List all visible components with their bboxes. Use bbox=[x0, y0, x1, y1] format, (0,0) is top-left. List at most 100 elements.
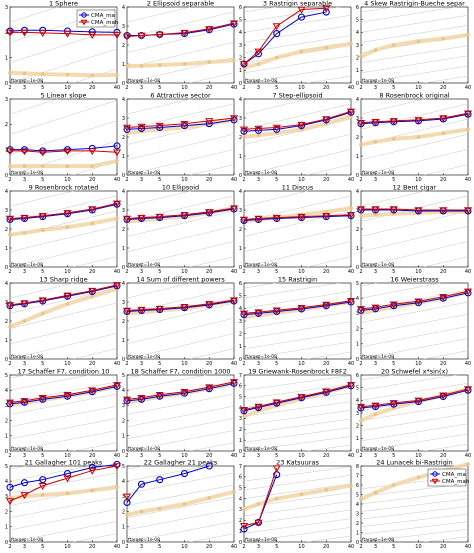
series-2-point bbox=[139, 509, 144, 514]
y-tick-label: 1 bbox=[5, 55, 8, 61]
y-tick-label: 7 bbox=[356, 473, 359, 479]
y-tick-label: 0 bbox=[122, 81, 125, 87]
series-CMA_mah-point bbox=[322, 5, 331, 13]
y-tick-label: 1 bbox=[356, 68, 359, 74]
y-tick-label: 3 bbox=[5, 403, 8, 409]
series-2-point bbox=[324, 210, 329, 214]
x-tick-label: 2 bbox=[125, 544, 128, 550]
y-tick-label: 4 bbox=[122, 189, 125, 195]
reference-line bbox=[127, 133, 234, 161]
x-tick-label: 10 bbox=[64, 269, 70, 275]
y-tick-label: 2 bbox=[239, 55, 242, 61]
series-CMA_ma-point bbox=[20, 479, 29, 487]
series-2-point bbox=[157, 506, 162, 511]
series-CMA_mah-line bbox=[243, 300, 352, 314]
x-tick-label: 10 bbox=[181, 544, 187, 550]
reference-line bbox=[244, 341, 351, 359]
reference-line bbox=[361, 433, 468, 451]
x-tick-label: 2 bbox=[242, 361, 245, 367]
x-tick-label: 40 bbox=[231, 544, 237, 550]
x-tick-label: 20 bbox=[206, 85, 212, 91]
y-tick-label: 6 bbox=[239, 281, 242, 287]
x-tick-label: 3 bbox=[140, 453, 143, 459]
series-CMA_mah-point bbox=[5, 302, 15, 310]
reference-line bbox=[10, 191, 75, 207]
target-label: ftarget=1e-08 bbox=[128, 537, 160, 543]
series-2-point bbox=[359, 54, 363, 59]
series-CMA_ma-point bbox=[205, 462, 213, 470]
series-CMA_mah-point bbox=[297, 121, 306, 129]
reference-line bbox=[10, 302, 117, 329]
subplot-title: 10 Ellipsoid bbox=[162, 184, 199, 192]
series-CMA_mah-point bbox=[272, 465, 281, 473]
y-tick-label: 6 bbox=[356, 373, 359, 379]
series-CMA_ma-point bbox=[357, 306, 365, 314]
reference-line bbox=[189, 164, 234, 175]
series-CMA_ma-point bbox=[273, 307, 281, 316]
y-tick-label: 0 bbox=[5, 449, 8, 455]
series-2-point bbox=[242, 414, 246, 419]
series-2-point bbox=[90, 488, 95, 493]
x-tick-label: 20 bbox=[206, 361, 212, 367]
reference-line bbox=[244, 103, 351, 130]
x-tick-label: 2 bbox=[8, 269, 11, 275]
x-tick-label: 20 bbox=[440, 361, 446, 367]
reference-line bbox=[361, 403, 468, 421]
series-CMA_mah-point bbox=[112, 382, 122, 390]
series-CMA_mah-point bbox=[239, 126, 249, 134]
y-tick-label: 1 bbox=[239, 344, 242, 350]
reference-line bbox=[244, 410, 351, 426]
x-tick-label: 5 bbox=[392, 269, 395, 275]
series-CMA_mah-point bbox=[254, 309, 263, 317]
series-CMA_mah-point bbox=[272, 399, 281, 407]
y-tick-label: 1 bbox=[239, 154, 242, 160]
target-label: ftarget=1e-08 bbox=[362, 170, 394, 176]
series-CMA_ma-point bbox=[123, 125, 131, 133]
target-label: ftarget=1e-08 bbox=[128, 262, 160, 268]
target-label: ftarget=1e-08 bbox=[128, 354, 160, 360]
target-label: ftarget=1e-08 bbox=[11, 446, 43, 452]
x-tick-label: 20 bbox=[440, 177, 446, 183]
series-2-point bbox=[40, 311, 45, 316]
series-CMA_mah-point bbox=[122, 493, 132, 501]
reference-line bbox=[244, 418, 351, 434]
series-CMA_ma-point bbox=[113, 382, 121, 390]
x-tick-label: 5 bbox=[41, 177, 44, 183]
series-CMA_mah-point bbox=[229, 379, 239, 387]
series-CMA_mah-point bbox=[229, 205, 239, 213]
series-CMA_mah-point bbox=[356, 403, 366, 411]
y-tick-label: 5 bbox=[5, 464, 8, 470]
series-CMA_ma-point bbox=[439, 294, 447, 302]
y-tick-label: 3 bbox=[122, 116, 125, 122]
y-tick-label: 2 bbox=[5, 122, 8, 128]
series-CMA_mah-point bbox=[63, 148, 72, 156]
series-2-line bbox=[243, 41, 352, 70]
series-CMA_mah-point bbox=[346, 297, 356, 305]
x-tick-label: 10 bbox=[298, 361, 304, 367]
y-tick-label: 0 bbox=[122, 173, 125, 179]
y-tick-label: 5 bbox=[122, 464, 125, 470]
x-tick-label: 10 bbox=[64, 453, 70, 459]
subplot-title: 3 Rastrigin separable bbox=[263, 0, 332, 8]
reference-line bbox=[361, 225, 468, 253]
series-CMA_mah-line bbox=[243, 110, 352, 130]
y-tick-label: 0 bbox=[5, 265, 8, 271]
y-tick-label: 7 bbox=[239, 373, 242, 379]
y-tick-label: 4 bbox=[5, 388, 8, 394]
x-tick-label: 3 bbox=[257, 269, 260, 275]
y-tick-label: 0 bbox=[5, 540, 8, 546]
series-CMA_ma-point bbox=[273, 125, 281, 133]
x-tick-label: 3 bbox=[257, 544, 260, 550]
series-2-point bbox=[373, 48, 378, 52]
reference-line bbox=[244, 283, 278, 289]
y-tick-label: 1 bbox=[356, 436, 359, 442]
x-tick-label: 3 bbox=[23, 177, 26, 183]
subplot-24: 24 Lunacek bi-Rastrigin 0 1 2 3 4 5 6 7 8 2 3 5 10 20 4… bbox=[356, 459, 471, 551]
x-tick-label: 3 bbox=[257, 177, 260, 183]
y-tick-label: 0 bbox=[239, 540, 242, 546]
y-tick-label: 5 bbox=[239, 17, 242, 23]
series-CMA_mah-point bbox=[122, 396, 132, 404]
series-CMA_mah-point bbox=[20, 214, 29, 222]
reference-line bbox=[127, 210, 234, 237]
